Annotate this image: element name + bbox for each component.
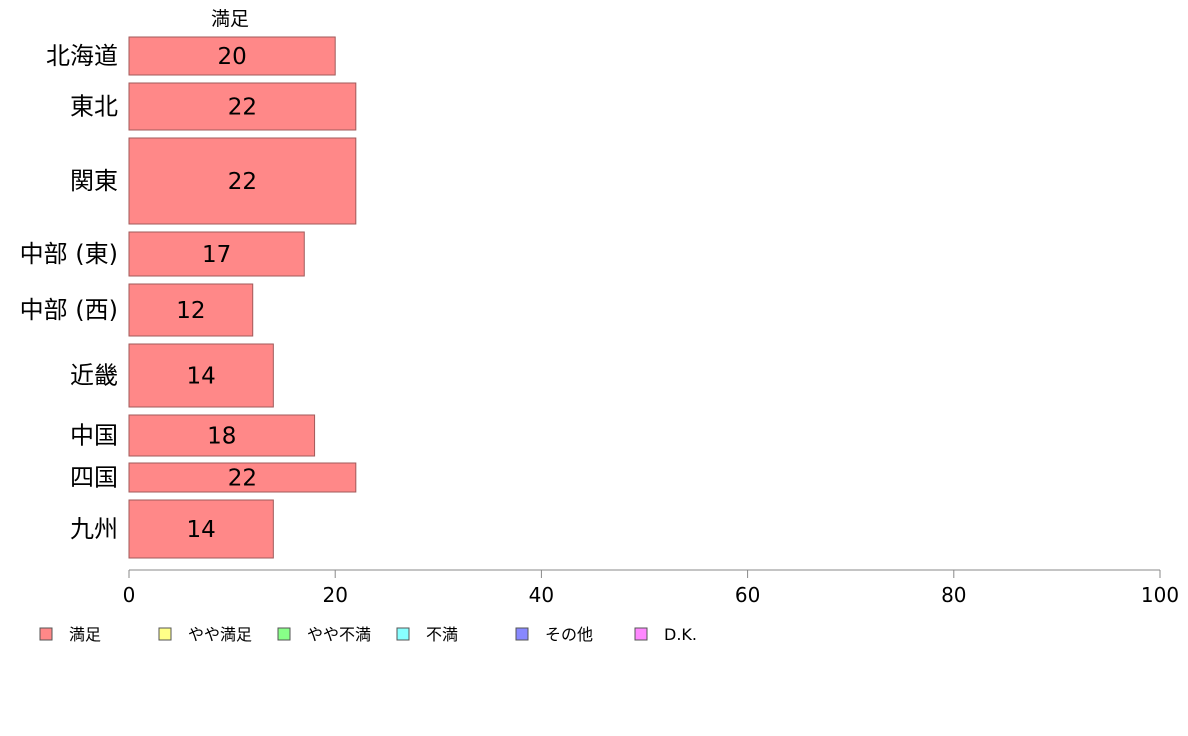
bar (128, 499, 274, 559)
category-label: 中部 (西) (20, 296, 118, 324)
bar-value-label: 22 (228, 169, 257, 195)
x-axis: 0 20 40 60 80 100 (123, 569, 1179, 607)
bar-value-label: 17 (202, 242, 231, 268)
legend: 満足 やや満足 やや不満 不満 その他 D.K. (39, 625, 697, 644)
x-tick-label: 40 (529, 583, 554, 607)
bar-value-label: 14 (187, 364, 216, 390)
category-label: 九州 (70, 515, 118, 543)
bar-value-label: 14 (187, 517, 216, 543)
bar (128, 283, 254, 337)
x-tick-label: 20 (322, 583, 347, 607)
bar-value-label: 20 (217, 44, 246, 70)
legend-swatch (396, 627, 410, 641)
legend-label: 満足 (69, 625, 101, 644)
category-label: 北海道 (46, 42, 118, 70)
legend-label: やや満足 (188, 625, 252, 644)
category-label: 関東 (70, 167, 118, 195)
bar (128, 137, 357, 225)
legend-swatch (158, 627, 172, 641)
category-label: 近畿 (70, 362, 118, 390)
bar-value-label: 12 (176, 298, 205, 324)
bar (128, 36, 336, 76)
bar (128, 343, 274, 408)
category-label: 中部 (東) (20, 240, 118, 268)
legend-swatch (277, 627, 291, 641)
legend-label: 不満 (426, 625, 458, 644)
legend-swatch (39, 627, 53, 641)
bar-value-label: 22 (228, 95, 257, 121)
x-tick-label: 60 (735, 583, 760, 607)
bar-value-label: 22 (228, 466, 257, 492)
legend-swatch (515, 627, 529, 641)
bar (128, 231, 305, 277)
legend-swatch (634, 627, 648, 641)
x-tick-label: 100 (1141, 583, 1179, 607)
x-tick-label: 0 (123, 583, 136, 607)
legend-label: D.K. (664, 625, 697, 644)
bar-value-label: 18 (207, 424, 236, 450)
x-tick-label: 80 (941, 583, 966, 607)
bar (128, 414, 316, 457)
legend-label: やや不満 (307, 625, 371, 644)
bars-group: 北海道 20 東北 22 関東 22 中部 (東) 17 中部 (西) 12 近畿 14 中国 18 四国 2… (20, 36, 357, 559)
bar (128, 462, 357, 493)
category-label: 四国 (70, 464, 118, 492)
category-label: 中国 (70, 422, 118, 450)
category-label: 東北 (70, 93, 118, 121)
bar (128, 82, 357, 131)
series-header: 満足 (211, 8, 249, 30)
legend-label: その他 (545, 625, 593, 644)
